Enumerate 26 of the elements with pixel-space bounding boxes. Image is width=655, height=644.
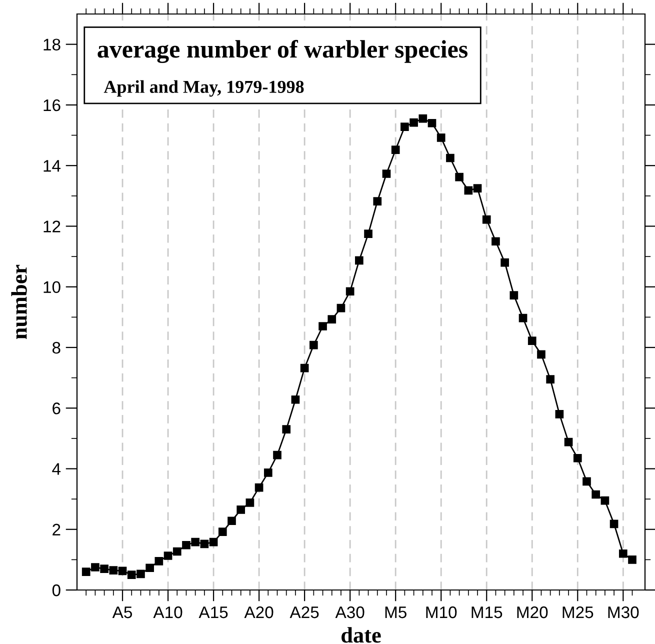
x-tick-label: A10 [153,606,182,618]
x-tick-label: A5 [112,606,132,618]
y-tick-label: 18 [44,38,60,51]
y-tick-label: 4 [52,463,61,475]
x-tick-label: A25 [290,606,319,618]
x-tick-label: A20 [244,606,274,618]
x-tick-label: M20 [517,606,548,618]
x-tick-label: A15 [198,606,228,618]
y-tick-label: 16 [44,99,60,112]
x-tick-label: M30 [608,606,639,618]
y-tick-label: 0 [52,584,60,596]
y-tick-label: 14 [44,160,61,172]
x-tick-label: M25 [562,606,594,618]
y-tick-label: 12 [44,220,60,232]
x-tick-label: M10 [426,606,457,618]
y-tick-label: 8 [52,342,60,354]
y-tick-label: 2 [52,524,60,536]
text: April and May, 1979-1998 [104,80,304,97]
x-tick-label: M15 [472,606,502,618]
y-tick-label: 10 [44,281,60,294]
y-tick-label: 6 [52,402,60,414]
x-tick-label: A30 [335,606,364,618]
x-axis-title: date [342,627,381,643]
text: average number of warbler species [98,40,468,64]
y-axis-title: number [11,264,27,340]
x-tick-label: M5 [385,606,406,618]
